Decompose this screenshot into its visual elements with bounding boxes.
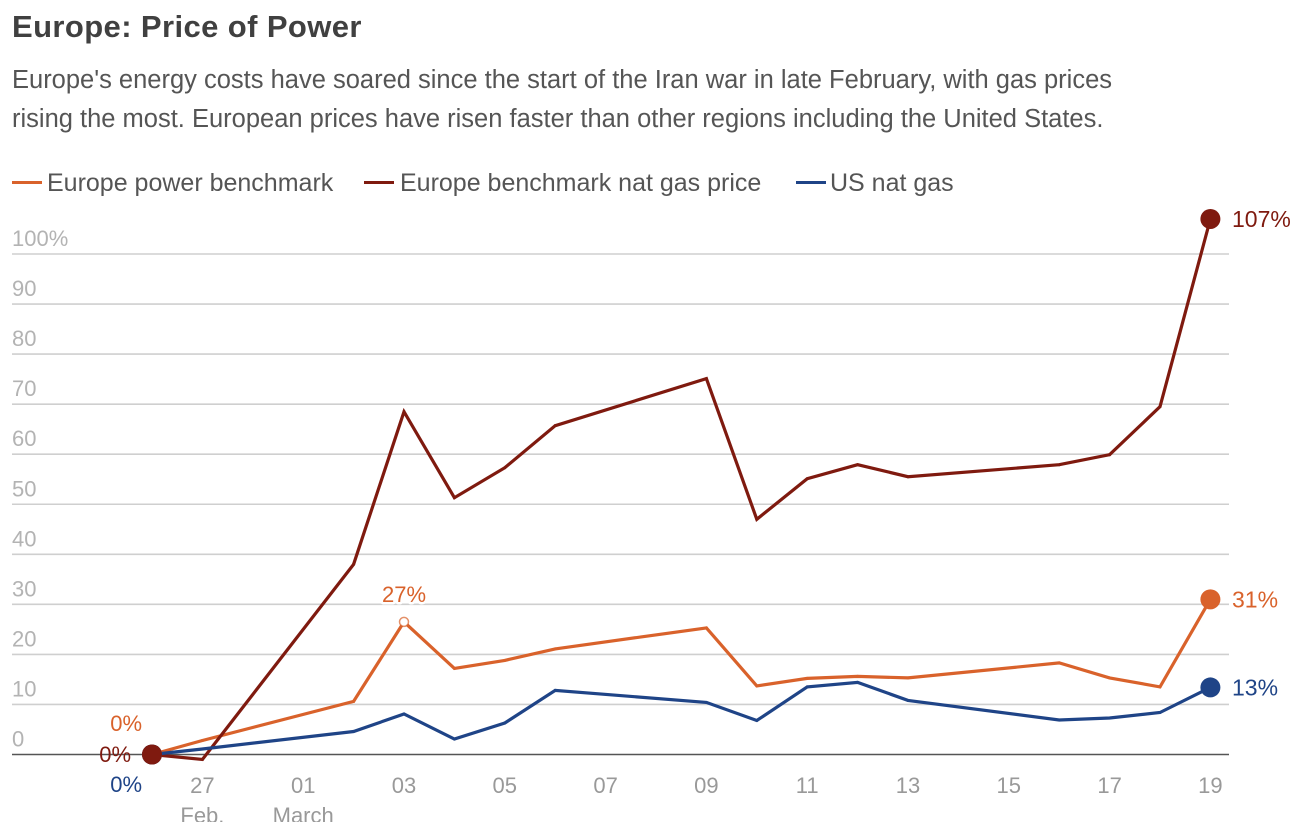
data-point bbox=[1057, 661, 1061, 665]
legend-label: Europe benchmark nat gas price bbox=[400, 169, 762, 197]
data-point bbox=[402, 712, 406, 716]
data-point bbox=[856, 463, 860, 467]
marker-dots bbox=[142, 208, 1221, 765]
data-point bbox=[452, 496, 456, 500]
data-point bbox=[1158, 685, 1162, 689]
x-tick-label: 07 bbox=[593, 773, 617, 798]
data-point bbox=[200, 738, 204, 742]
x-tick-label: 11 bbox=[796, 773, 819, 798]
data-point bbox=[553, 424, 557, 428]
x-tick-label: 13 bbox=[896, 773, 920, 798]
data-point bbox=[402, 410, 406, 414]
y-tick-label: 80 bbox=[12, 326, 36, 351]
data-point bbox=[503, 466, 507, 470]
series-line-europe-benchmark-nat-gas-price bbox=[151, 218, 1212, 762]
x-tick-sublabel: March bbox=[273, 803, 334, 822]
data-point bbox=[352, 699, 356, 703]
x-tick-label: 15 bbox=[997, 773, 1021, 798]
y-tick-label: 40 bbox=[12, 526, 36, 551]
data-point bbox=[352, 729, 356, 733]
data-point bbox=[1057, 718, 1061, 722]
series-line-europe-power-benchmark bbox=[151, 598, 1212, 757]
data-point bbox=[805, 685, 809, 689]
data-point bbox=[805, 676, 809, 680]
y-tick-label: 0 bbox=[12, 727, 24, 752]
annotation-marker bbox=[398, 616, 410, 628]
x-axis: 27 Feb. 01 March 03 05 07 09 11 13 15 17 19 bbox=[180, 773, 1222, 822]
data-point bbox=[1108, 716, 1112, 720]
data-point bbox=[755, 517, 759, 521]
subtitle-line: Europe's energy costs have soared since … bbox=[12, 66, 1113, 94]
data-point bbox=[503, 658, 507, 662]
data-point bbox=[755, 718, 759, 722]
data-point bbox=[906, 676, 910, 680]
x-tick-label: 19 bbox=[1198, 773, 1222, 798]
chart-title: Europe: Price of Power bbox=[12, 9, 362, 44]
series-lines bbox=[151, 218, 1212, 762]
data-point bbox=[704, 700, 708, 704]
data-point bbox=[906, 475, 910, 479]
data-point bbox=[1158, 405, 1162, 409]
x-tick-label: 09 bbox=[694, 773, 718, 798]
end-dot-europe-benchmark-nat-gas-price bbox=[1200, 208, 1221, 229]
x-tick-label: 17 bbox=[1097, 773, 1121, 798]
data-point bbox=[553, 688, 557, 692]
data-point bbox=[352, 562, 356, 566]
data-point bbox=[200, 747, 204, 751]
start-value-label: 0% bbox=[110, 711, 142, 736]
legend-label: Europe power benchmark bbox=[47, 169, 334, 197]
end-value-label: 107% bbox=[1232, 206, 1291, 232]
data-point bbox=[452, 666, 456, 670]
data-point bbox=[755, 684, 759, 688]
y-tick-label: 60 bbox=[12, 426, 36, 451]
y-tick-label: 10 bbox=[12, 676, 36, 701]
x-tick-label: 05 bbox=[493, 773, 517, 798]
data-point bbox=[856, 674, 860, 678]
start-dot-europe-benchmark-nat-gas-price bbox=[142, 744, 162, 765]
y-tick-label: 70 bbox=[12, 376, 36, 401]
data-point bbox=[200, 758, 204, 762]
data-point bbox=[553, 647, 557, 651]
y-tick-label: 100% bbox=[12, 226, 68, 251]
data-point bbox=[805, 477, 809, 481]
data-points bbox=[150, 217, 1212, 762]
legend-swatch-icon bbox=[796, 181, 826, 184]
end-value-label: 13% bbox=[1232, 674, 1278, 700]
y-tick-label: 30 bbox=[12, 576, 36, 601]
data-point bbox=[1158, 710, 1162, 714]
legend-swatch-icon bbox=[12, 181, 42, 184]
legend-label: US nat gas bbox=[830, 169, 954, 197]
data-point bbox=[1108, 676, 1112, 680]
data-point bbox=[704, 626, 708, 630]
series-line-us-nat-gas bbox=[151, 680, 1212, 757]
legend-swatch-icon bbox=[364, 181, 394, 184]
y-tick-label: 50 bbox=[12, 476, 36, 501]
y-tick-label: 90 bbox=[12, 276, 36, 301]
data-point bbox=[1108, 453, 1112, 457]
data-point bbox=[704, 377, 708, 381]
subtitle-line: rising the most. European prices have ri… bbox=[12, 105, 1104, 133]
x-tick-label: 03 bbox=[392, 773, 416, 798]
annotation-label: 27% bbox=[382, 582, 426, 607]
data-point bbox=[906, 698, 910, 702]
data-point bbox=[503, 721, 507, 725]
y-axis: 0 10 20 30 40 50 60 70 80 90 100% bbox=[12, 226, 68, 752]
gridlines bbox=[12, 253, 1229, 756]
x-tick-sublabel: Feb. bbox=[180, 803, 224, 822]
start-value-label: 0% bbox=[99, 742, 131, 767]
end-value-label: 31% bbox=[1232, 586, 1278, 612]
x-tick-label: 01 bbox=[291, 773, 315, 798]
x-tick-label: 27 bbox=[190, 773, 214, 798]
data-point bbox=[856, 680, 860, 684]
data-point bbox=[452, 737, 456, 741]
series-labels: 0% 31% 27% 0% 107% 0% 13% bbox=[99, 206, 1291, 797]
end-dot-us-nat-gas bbox=[1200, 677, 1221, 698]
data-point bbox=[1057, 463, 1061, 467]
chart-subtitle: Europe's energy costs have soared since … bbox=[12, 61, 1112, 139]
start-value-label: 0% bbox=[110, 772, 142, 797]
y-tick-label: 20 bbox=[12, 626, 36, 651]
end-dot-europe-power-benchmark bbox=[1200, 589, 1221, 610]
chart-legend: Europe power benchmark Europe benchmark … bbox=[0, 167, 1298, 199]
